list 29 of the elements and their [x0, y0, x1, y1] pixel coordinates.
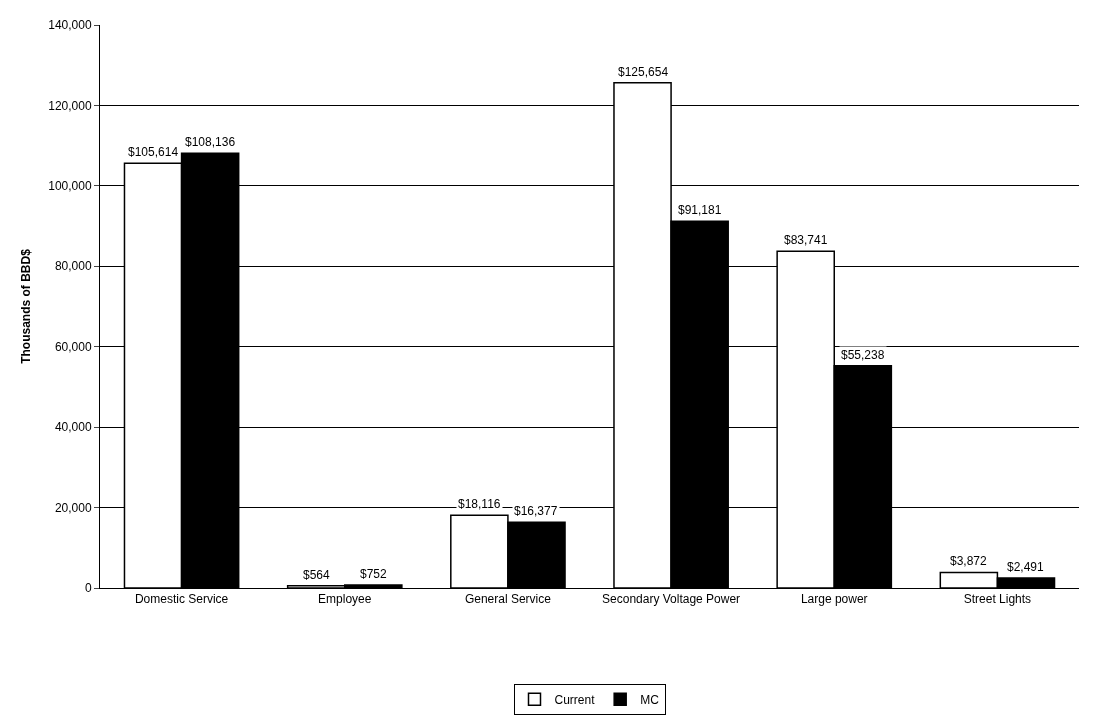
x-tick-label: Secondary Voltage Power [602, 592, 741, 607]
data-label: $18,116 [458, 497, 501, 511]
y-tick-label: 40,000 [54, 420, 92, 435]
data-label: $125,654 [618, 65, 669, 79]
legend-label: MC [640, 692, 660, 707]
data-label: $105,614 [128, 145, 179, 159]
x-tick-label: Employee [318, 592, 372, 607]
data-label: $91,181 [678, 203, 722, 217]
x-tick-label: Domestic Service [134, 592, 229, 607]
y-tick-label: 0 [84, 581, 92, 596]
data-label: $83,741 [784, 233, 828, 247]
y-tick-label: 20,000 [54, 500, 92, 515]
legend-label: Current [554, 692, 596, 707]
data-label: $16,377 [514, 504, 558, 518]
y-tick-label: 100,000 [48, 179, 92, 194]
y-axis-title: Thousands of BBD$ [18, 248, 33, 364]
data-label: $564 [303, 568, 331, 582]
data-label: $3,872 [950, 554, 988, 568]
data-label: $2,491 [1007, 560, 1045, 574]
data-label: $752 [360, 567, 388, 581]
y-tick-label: 120,000 [48, 98, 92, 113]
y-tick-label: 80,000 [54, 259, 92, 274]
x-tick-label: General Service [464, 592, 552, 607]
y-tick-label: 60,000 [54, 339, 92, 354]
x-tick-label: Street Lights [963, 592, 1032, 607]
data-label: $108,136 [185, 135, 236, 149]
y-tick-label: 140,000 [48, 18, 92, 33]
x-tick-label: Large power [800, 592, 868, 607]
data-label: $55,238 [841, 348, 885, 362]
